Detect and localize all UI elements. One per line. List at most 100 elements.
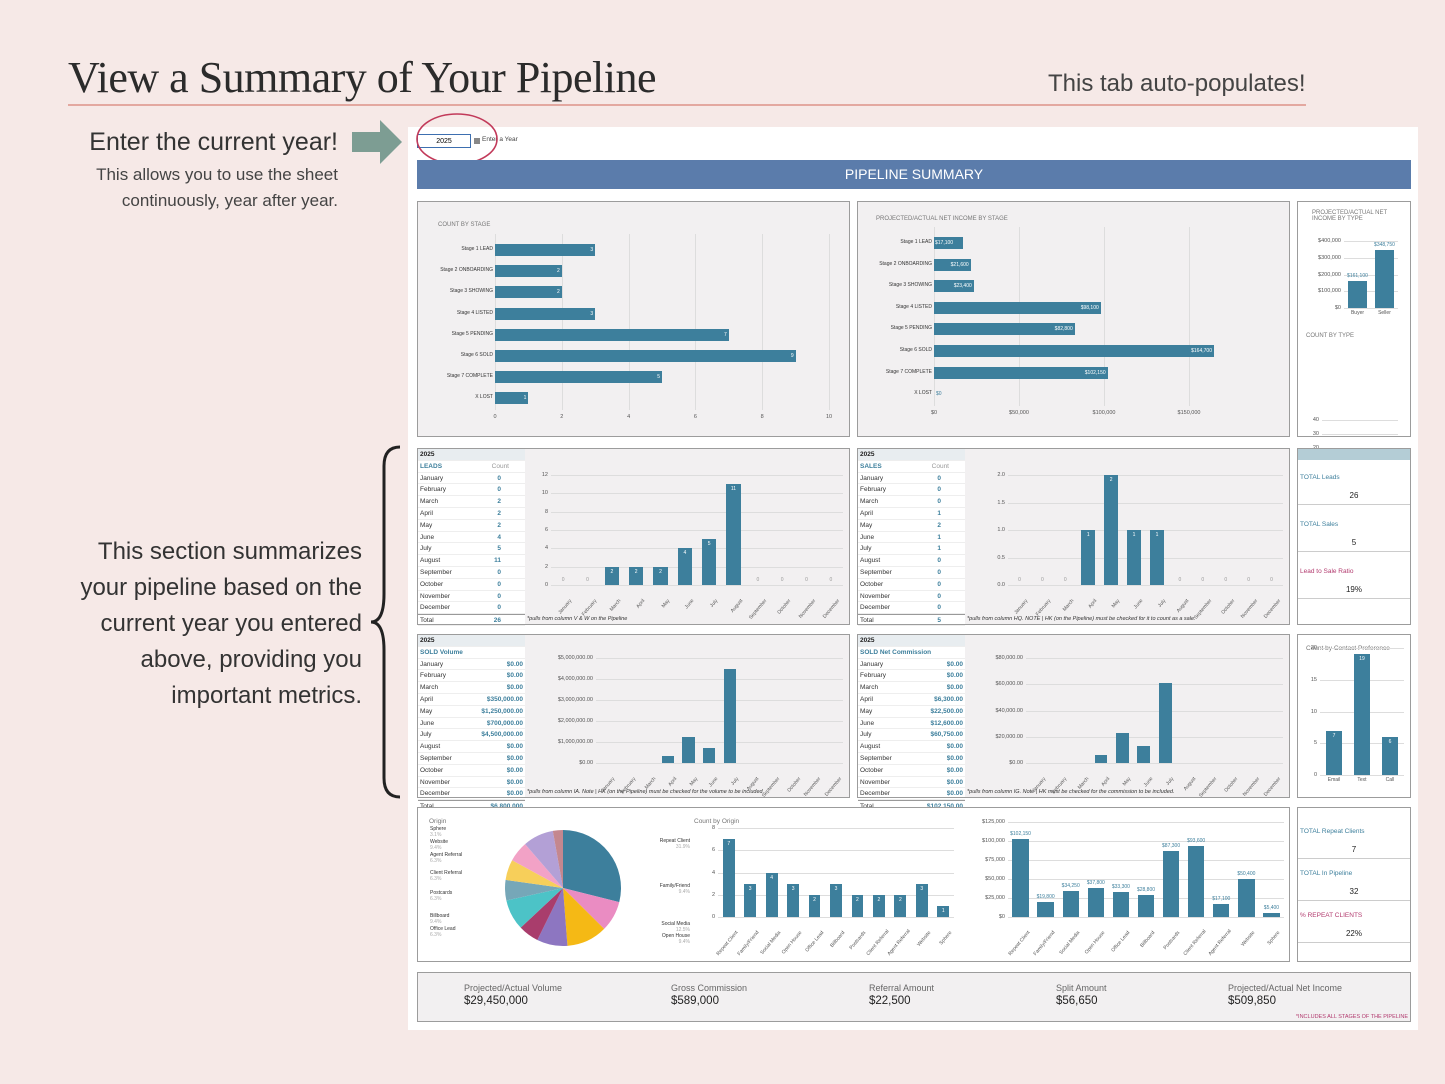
month-label: November <box>860 778 890 786</box>
category-label: Website <box>1240 930 1257 948</box>
gridline <box>551 493 843 495</box>
month-value: $1,250,000.00 <box>481 707 523 715</box>
bar <box>1112 891 1130 917</box>
origin-pct: 9.4% <box>430 845 442 851</box>
table-row: October $0.00 <box>418 765 525 777</box>
stage-label: X LOST <box>475 394 493 401</box>
axis-tick-label: $50,000 <box>1009 409 1029 416</box>
month-label: October <box>860 766 884 774</box>
bar <box>934 258 971 271</box>
origin-section: Origin Repeat Client 31.9% Family/Friend 9.… <box>417 807 1290 962</box>
bar <box>1263 912 1280 917</box>
bar <box>744 883 757 917</box>
month-value: $0.00 <box>946 672 963 680</box>
table-header-row: LEADS Count <box>418 461 525 473</box>
table-row: September 0 <box>858 567 965 579</box>
gridline <box>1008 822 1284 823</box>
table-header: SOLD Volume <box>420 648 463 656</box>
month-label: March <box>420 498 439 506</box>
axis-tick-label: 15 <box>1310 676 1317 683</box>
table-total-row: Total 5 <box>858 614 965 626</box>
total-label: Total <box>420 801 434 811</box>
data-label: $102,150 <box>1084 369 1106 376</box>
table-row: March 0 <box>858 496 965 508</box>
gridline <box>1008 557 1283 559</box>
table-header: SOLD Net Commission <box>860 648 932 656</box>
month-label: September <box>860 754 892 762</box>
pipeline-summary-banner: PIPELINE SUMMARY <box>417 160 1411 189</box>
bar <box>934 237 964 249</box>
table-row: February 0 <box>418 484 525 497</box>
table-row: March 2 <box>418 496 525 508</box>
month-label: June <box>860 719 875 727</box>
category-label: Family/Friend <box>1032 929 1057 957</box>
table-row: June 1 <box>858 532 965 544</box>
kpi-label: Lead to Sale Ratio <box>1300 568 1354 575</box>
month-value: 0 <box>937 604 941 612</box>
stage-label: Stage 7 COMPLETE <box>446 373 493 380</box>
year-input[interactable] <box>417 134 471 148</box>
axis-tick-label: 2 <box>711 891 715 898</box>
kpi-header-band <box>1298 449 1410 460</box>
data-label: 9 <box>790 353 794 359</box>
category-label: October <box>1219 598 1237 616</box>
sales-section: 2025 SALES Count January 0 February 0 March 0 Apr… <box>857 448 1290 626</box>
data-label: $23,400 <box>953 283 972 290</box>
bar <box>495 371 662 384</box>
kpi-value: 26 <box>1349 491 1359 500</box>
month-value: $0.00 <box>946 660 963 668</box>
axis-tick-label: 0 <box>711 914 715 920</box>
data-label: $82,800 <box>1054 326 1073 333</box>
data-label: $0 <box>936 391 942 398</box>
month-label: July <box>420 731 432 739</box>
gridline <box>1344 257 1398 259</box>
data-label: 2 <box>898 896 902 903</box>
month-value: 0 <box>937 557 941 565</box>
dropdown-icon[interactable] <box>474 138 480 144</box>
data-label: 0 <box>1018 577 1021 583</box>
month-label: November <box>420 778 450 786</box>
axis-tick-label: 2 <box>560 413 564 420</box>
axis-tick-label: 0.0 <box>997 582 1005 588</box>
origin-label: Postcards <box>430 890 453 896</box>
month-label: February <box>860 486 887 494</box>
month-label: February <box>420 486 447 494</box>
data-label: $50,400 <box>1237 870 1256 877</box>
data-label: $87,300 <box>1162 842 1181 849</box>
data-label: 2 <box>557 289 560 296</box>
category-label: Family/Friend <box>736 929 761 957</box>
month-value: $0.00 <box>506 684 523 692</box>
chart-title: Origin <box>429 818 447 825</box>
month-value: $0.00 <box>506 672 523 680</box>
category-label: December <box>823 776 844 798</box>
bar <box>934 323 1075 336</box>
table-row: January $0.00 <box>418 659 525 671</box>
gridline <box>934 227 935 406</box>
bar <box>495 244 596 256</box>
bar <box>915 883 928 917</box>
month-label: December <box>860 604 890 612</box>
table-year: 2025 <box>860 451 875 458</box>
month-label: September <box>860 568 892 576</box>
bar <box>628 566 644 585</box>
data-label: 3 <box>920 885 924 892</box>
bar <box>1115 733 1129 763</box>
data-label: 2 <box>659 568 662 575</box>
axis-tick-label: $80,000.00 <box>995 655 1023 661</box>
month-label: January <box>860 660 884 668</box>
month-label: January <box>860 474 884 482</box>
axis-tick-label: 6 <box>711 847 715 854</box>
gridline <box>1026 710 1283 712</box>
table-row: August $0.00 <box>418 741 525 753</box>
category-label: August <box>729 598 744 614</box>
gridline <box>596 742 843 743</box>
month-value: $4,500,000.00 <box>481 731 523 739</box>
table-row: April $350,000.00 <box>418 694 525 706</box>
category-label: Billboard <box>1139 930 1157 949</box>
gridline <box>551 566 843 568</box>
pie-slice <box>520 888 563 941</box>
month-label: July <box>860 545 872 553</box>
category-label: Agent Referral <box>1207 928 1234 957</box>
bar <box>1188 845 1205 917</box>
table-row: October $0.00 <box>858 765 965 777</box>
